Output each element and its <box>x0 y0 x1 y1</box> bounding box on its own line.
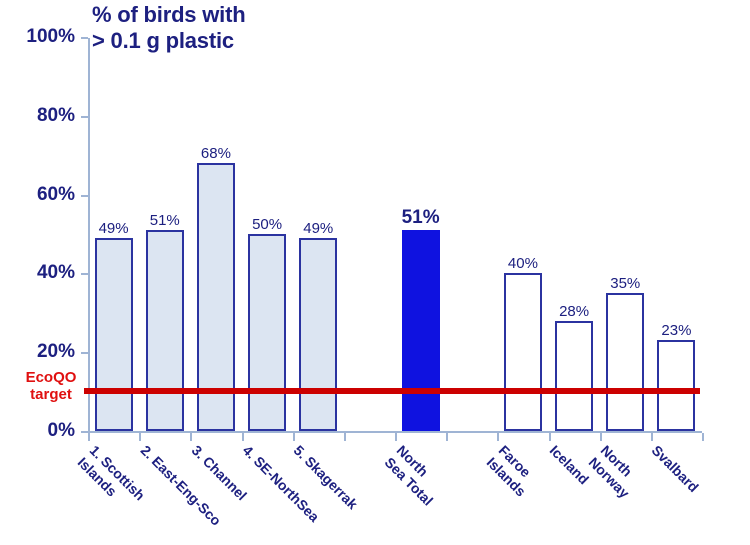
bar-value-label: 50% <box>252 216 283 233</box>
bar[interactable]: 23% <box>657 322 696 431</box>
x-tick <box>88 433 90 441</box>
y-tick: 20% <box>37 341 88 362</box>
bar-value-label: 35% <box>610 275 641 293</box>
bar-value-label: 68% <box>200 145 231 163</box>
y-axis-line <box>88 38 90 432</box>
x-axis-label: Svalbard <box>649 442 703 496</box>
y-tick-label: 0% <box>47 420 75 441</box>
x-tick <box>497 433 499 441</box>
x-axis-label: North Norway <box>586 442 636 501</box>
bar-value-label: 49% <box>303 219 334 237</box>
bar[interactable]: 68% <box>196 145 235 431</box>
x-tick <box>549 433 551 441</box>
x-axis-line <box>88 431 702 433</box>
x-tick <box>344 433 346 441</box>
bar-value-label: 40% <box>507 255 538 273</box>
y-tick: 40% <box>37 262 88 283</box>
x-tick <box>139 433 141 441</box>
plot-area: 0% 20% 40% 60% 80% 100% 49% 51% 68% 50% 49% 51% 40%… <box>26 26 704 441</box>
bar[interactable]: 40% <box>503 255 542 431</box>
y-tick-label: 20% <box>36 341 75 363</box>
y-tick-label: 40% <box>36 262 75 284</box>
chart-title: % of birds with > 0.1 g plastic <box>92 2 246 53</box>
x-tick <box>651 433 653 441</box>
y-tick-label: 80% <box>36 104 75 126</box>
x-tick <box>600 433 602 441</box>
y-tick: 100% <box>26 26 88 47</box>
bar-value-label: 23% <box>661 322 692 340</box>
x-tick <box>293 433 295 441</box>
y-tick: 0% <box>48 420 88 441</box>
bar[interactable]: 49% <box>299 220 338 431</box>
ecoqo-target-label: EcoQO target <box>25 368 77 403</box>
x-tick <box>190 433 192 441</box>
bar[interactable]: 51% <box>402 207 440 431</box>
bar-value-label: 51% <box>401 207 440 229</box>
x-tick <box>242 433 244 441</box>
bar[interactable]: 28% <box>555 303 594 431</box>
y-tick-label: 100% <box>26 26 75 47</box>
x-tick <box>702 433 704 441</box>
bar-value-label: 51% <box>149 212 180 230</box>
y-tick: 80% <box>37 105 88 126</box>
x-tick <box>395 433 397 441</box>
y-tick-label: 60% <box>36 183 75 205</box>
y-tick: 60% <box>37 184 88 205</box>
bar[interactable]: 35% <box>606 275 645 431</box>
bar-value-label: 28% <box>559 302 590 320</box>
bar[interactable]: 49% <box>94 220 133 431</box>
bar-value-label: 49% <box>98 219 129 237</box>
bar[interactable]: 51% <box>145 212 184 431</box>
x-axis-label: North Sea Total <box>381 442 437 509</box>
ecoqo-target-line <box>84 387 700 394</box>
x-tick <box>446 433 448 441</box>
bar[interactable]: 50% <box>248 216 287 431</box>
x-axis-label: Faroe Islands <box>483 442 534 500</box>
